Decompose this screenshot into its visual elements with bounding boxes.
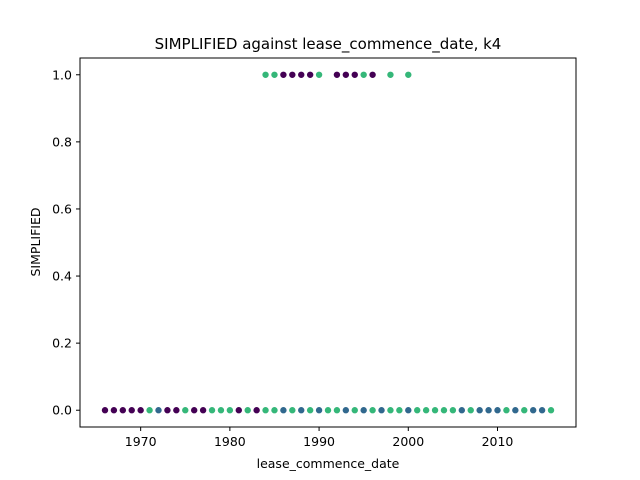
x-tick-label: 2000: [392, 434, 424, 449]
data-point: [164, 407, 171, 414]
data-point: [280, 71, 287, 78]
data-point: [360, 407, 367, 414]
data-point: [387, 407, 394, 414]
data-point: [173, 407, 180, 414]
data-point: [155, 407, 162, 414]
data-point: [378, 407, 385, 414]
y-tick-label: 0.0: [52, 403, 72, 418]
data-point: [110, 407, 118, 414]
data-point: [128, 407, 135, 414]
data-point: [342, 71, 350, 78]
y-tick-label: 0.4: [52, 269, 72, 284]
data-point: [119, 407, 127, 414]
data-point: [405, 71, 412, 78]
data-point: [298, 407, 305, 414]
data-point: [467, 407, 474, 414]
data-point: [369, 71, 376, 78]
data-point: [333, 407, 341, 414]
data-point: [449, 407, 457, 414]
data-point: [235, 407, 242, 414]
data-point: [405, 407, 412, 414]
data-point: [182, 407, 189, 414]
data-point: [369, 407, 376, 414]
x-tick-label: 1970: [125, 434, 157, 449]
data-point: [351, 71, 358, 78]
data-point: [226, 407, 234, 414]
data-point: [431, 407, 439, 414]
y-axis-label: SIMPLIFIED: [28, 208, 43, 277]
y-tick-label: 0.2: [52, 336, 72, 351]
data-point: [476, 407, 483, 414]
data-point: [280, 407, 287, 414]
chart-title: SIMPLIFIED against lease_commence_date, …: [155, 35, 502, 54]
data-point: [289, 71, 296, 78]
data-point: [262, 71, 269, 78]
data-point: [387, 71, 394, 78]
data-point: [360, 71, 367, 78]
data-point: [271, 407, 278, 414]
data-point: [333, 71, 341, 78]
data-point: [396, 407, 403, 414]
data-point: [253, 407, 260, 414]
data-point: [208, 407, 216, 414]
data-point: [414, 407, 421, 414]
y-tick-label: 1.0: [52, 67, 72, 82]
x-tick-label: 2010: [482, 434, 514, 449]
y-tick-label: 0.8: [52, 134, 72, 149]
data-point: [521, 407, 528, 414]
data-point: [315, 407, 323, 414]
data-point: [271, 71, 278, 78]
data-point: [538, 407, 546, 414]
data-point: [306, 71, 314, 78]
ticks-layer: 1970 1980 1990 2000 2010 0.0 0.2 0.4 0.6 0.8 1.0: [52, 67, 513, 449]
data-point: [244, 407, 251, 414]
data-point: [324, 407, 332, 414]
plot-frame: [79, 57, 577, 428]
data-point: [485, 407, 492, 414]
data-point: [289, 407, 296, 414]
data-point: [342, 407, 350, 414]
data-point: [199, 407, 207, 414]
data-point: [351, 407, 358, 414]
data-point: [503, 407, 510, 414]
data-point: [529, 407, 537, 414]
data-point: [137, 407, 144, 414]
data-point: [512, 407, 519, 414]
data-point: [458, 407, 466, 414]
x-axis-label: lease_commence_date: [257, 456, 400, 471]
data-point: [262, 407, 269, 414]
data-point: [547, 407, 555, 414]
data-point: [101, 407, 109, 414]
x-tick-label: 1980: [214, 434, 246, 449]
data-point: [298, 71, 305, 78]
points-layer: [101, 71, 555, 414]
data-point: [315, 71, 323, 78]
data-point: [422, 407, 430, 414]
data-point: [440, 407, 448, 414]
data-point: [494, 407, 501, 414]
data-point: [190, 407, 198, 414]
x-tick-label: 1990: [303, 434, 335, 449]
data-point: [306, 407, 314, 414]
y-tick-label: 0.6: [52, 201, 72, 216]
data-point: [217, 407, 225, 414]
data-point: [146, 407, 153, 414]
